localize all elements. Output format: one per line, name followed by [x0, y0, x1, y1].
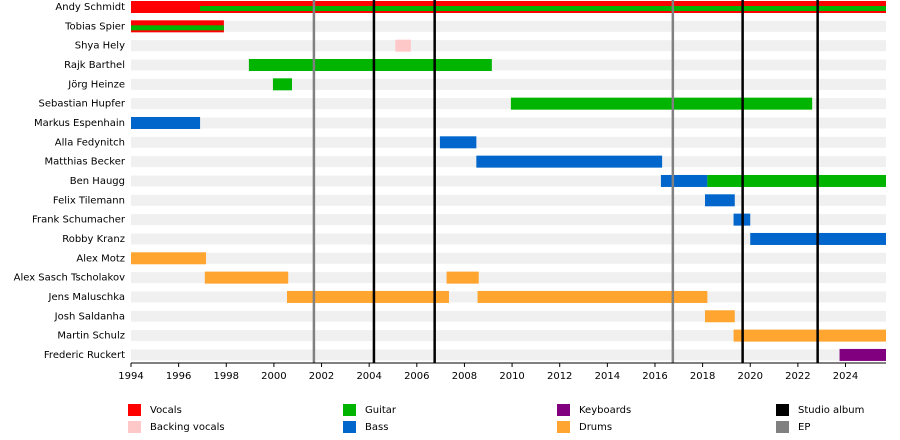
span-bar — [131, 252, 207, 265]
member-label: Sebastian Hupfer — [38, 99, 125, 110]
x-tick-label: 2020 — [738, 371, 763, 382]
member-label: Frederic Ruckert — [44, 350, 125, 361]
legend-swatch — [776, 404, 789, 416]
x-tick-label: 1994 — [118, 371, 143, 382]
member-label: Frank Schumacher — [32, 215, 126, 226]
span-bar — [272, 78, 293, 91]
legend-label: Backing vocals — [150, 422, 225, 433]
member-label: Felix Tilemann — [53, 195, 125, 206]
legend-swatch — [776, 421, 789, 433]
span-bar — [839, 348, 886, 361]
x-tick-label: 2004 — [356, 371, 381, 382]
row-band — [131, 310, 886, 322]
legend-label: EP — [798, 422, 810, 433]
legend-label: Bass — [365, 422, 388, 433]
member-label: Andy Schmidt — [55, 2, 125, 13]
legend-swatch — [128, 421, 141, 433]
span-bar — [704, 310, 735, 323]
row-band — [131, 117, 886, 129]
x-tick-label: 1996 — [166, 371, 191, 382]
row-band — [131, 233, 886, 245]
x-tick-label: 2000 — [261, 371, 286, 382]
row-band — [131, 214, 886, 226]
member-label: Jörg Heinze — [67, 79, 125, 90]
row-band — [131, 194, 886, 206]
span-bar — [395, 39, 411, 52]
span-bar — [707, 174, 886, 187]
span-bar — [660, 174, 708, 187]
span-bar — [733, 329, 886, 342]
member-label: Rajk Barthel — [64, 60, 125, 71]
member-label: Ben Haugg — [70, 176, 125, 187]
legend-label: Vocals — [150, 405, 182, 416]
span-bar — [248, 58, 492, 71]
row-band — [131, 20, 886, 32]
span-bar — [131, 25, 224, 31]
member-label: Matthias Becker — [45, 157, 126, 168]
member-label: Alex Motz — [76, 253, 125, 264]
member-label: Shya Hely — [75, 41, 125, 52]
row-band — [131, 349, 886, 361]
x-tick-label: 2010 — [499, 371, 524, 382]
row-band — [131, 59, 886, 71]
x-tick-label: 2018 — [690, 371, 715, 382]
span-bar — [704, 194, 735, 207]
span-bar — [476, 155, 663, 168]
row-band — [131, 272, 886, 284]
x-tick-label: 2006 — [404, 371, 429, 382]
row-band — [131, 136, 886, 148]
row-band — [131, 330, 886, 342]
row-band — [131, 40, 886, 52]
span-bar — [477, 290, 708, 303]
row-band — [131, 252, 886, 264]
row-band — [131, 98, 886, 110]
member-label: Jens Maluschka — [48, 292, 126, 303]
legend-swatch — [557, 421, 570, 433]
member-label: Robby Kranz — [62, 234, 125, 245]
legend-swatch — [557, 404, 570, 416]
span-bar — [287, 290, 449, 303]
span-bar — [204, 271, 289, 284]
member-label: Alex Sasch Tscholakov — [14, 273, 125, 284]
member-label: Alla Fedynitch — [55, 137, 125, 148]
member-label: Josh Saldanha — [54, 311, 125, 322]
row-band — [131, 78, 886, 90]
x-tick-label: 2024 — [833, 371, 858, 382]
x-tick-label: 2014 — [595, 371, 620, 382]
x-tick-label: 1998 — [214, 371, 239, 382]
span-bar — [510, 97, 813, 110]
legend-label: Keyboards — [579, 405, 631, 416]
row-band — [131, 175, 886, 187]
legend-swatch — [343, 404, 356, 416]
span-bar — [131, 116, 201, 129]
member-label: Markus Espenhain — [34, 118, 125, 129]
x-tick-label: 2012 — [547, 371, 572, 382]
legend-swatch — [128, 404, 141, 416]
legend-label: Guitar — [365, 405, 397, 416]
span-bar — [439, 136, 477, 149]
x-tick-label: 2008 — [452, 371, 477, 382]
span-bar — [446, 271, 479, 284]
x-tick-label: 2016 — [642, 371, 667, 382]
x-tick-label: 2022 — [785, 371, 810, 382]
x-tick-label: 2002 — [309, 371, 334, 382]
legend-label: Drums — [579, 422, 612, 433]
member-label: Tobias Spier — [64, 21, 126, 32]
span-bar — [200, 6, 886, 11]
legend-swatch — [343, 421, 356, 433]
member-label: Martin Schulz — [57, 331, 125, 342]
legend-label: Studio album — [798, 405, 864, 416]
